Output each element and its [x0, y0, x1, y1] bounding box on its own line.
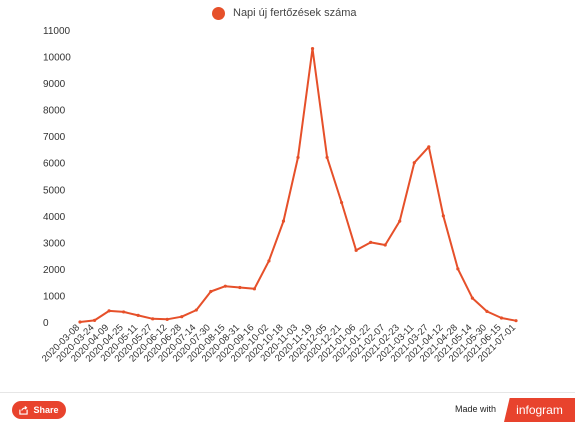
y-tick-label: 6000: [43, 159, 66, 170]
data-point[interactable]: [485, 309, 489, 313]
legend[interactable]: Napi új fertőzések száma: [212, 4, 357, 22]
data-point[interactable]: [194, 308, 198, 312]
data-point[interactable]: [296, 155, 300, 160]
data-point[interactable]: [427, 145, 431, 149]
made-with-text: Made with: [455, 404, 497, 414]
y-tick-label: 0: [43, 318, 49, 329]
data-point[interactable]: [456, 267, 460, 271]
data-point[interactable]: [340, 200, 344, 205]
data-point[interactable]: [354, 248, 358, 252]
footer-divider: [0, 392, 575, 393]
share-label: Share: [33, 405, 59, 415]
data-point[interactable]: [223, 284, 227, 288]
data-point[interactable]: [470, 296, 474, 300]
series-line[interactable]: [79, 47, 517, 323]
data-point[interactable]: [151, 317, 155, 321]
chart: 0 1000 2000 3000 4000 5000 6000 7000 8000 9000 100…: [40, 26, 518, 364]
data-point[interactable]: [136, 313, 140, 317]
data-point[interactable]: [122, 310, 126, 314]
data-point[interactable]: [441, 214, 445, 218]
infogram-logo[interactable]: infogram: [504, 398, 575, 422]
y-tick-label: 10000: [43, 53, 71, 64]
data-point[interactable]: [267, 259, 271, 263]
y-tick-label: 5000: [43, 185, 66, 196]
y-tick-label: 1000: [43, 291, 66, 302]
data-point[interactable]: [252, 287, 256, 291]
y-tick-label: 3000: [43, 238, 66, 249]
y-tick-label: 9000: [43, 79, 66, 90]
share-icon: [19, 405, 29, 415]
legend-label: Napi új fertőzések száma: [233, 7, 357, 19]
data-point[interactable]: [281, 219, 286, 223]
share-button[interactable]: Share: [12, 401, 66, 419]
data-point[interactable]: [78, 320, 82, 324]
data-point[interactable]: [310, 46, 315, 51]
data-point[interactable]: [238, 285, 242, 290]
y-tick-label: 8000: [43, 106, 66, 117]
data-point[interactable]: [398, 219, 402, 223]
data-point[interactable]: [369, 240, 373, 244]
data-point[interactable]: [325, 155, 329, 160]
y-tick-label: 2000: [43, 265, 66, 276]
y-tick-label: 11000: [43, 26, 71, 37]
y-tick-label: 4000: [43, 212, 66, 223]
data-point[interactable]: [383, 243, 387, 247]
data-point[interactable]: [180, 315, 184, 319]
data-point[interactable]: [165, 317, 169, 321]
data-point[interactable]: [92, 318, 97, 323]
data-point[interactable]: [209, 289, 213, 294]
data-point[interactable]: [499, 316, 504, 320]
y-tick-label: 7000: [43, 132, 66, 143]
data-point[interactable]: [514, 319, 518, 323]
legend-dot-icon: [212, 6, 225, 20]
data-point[interactable]: [107, 309, 111, 313]
data-point[interactable]: [412, 161, 416, 165]
